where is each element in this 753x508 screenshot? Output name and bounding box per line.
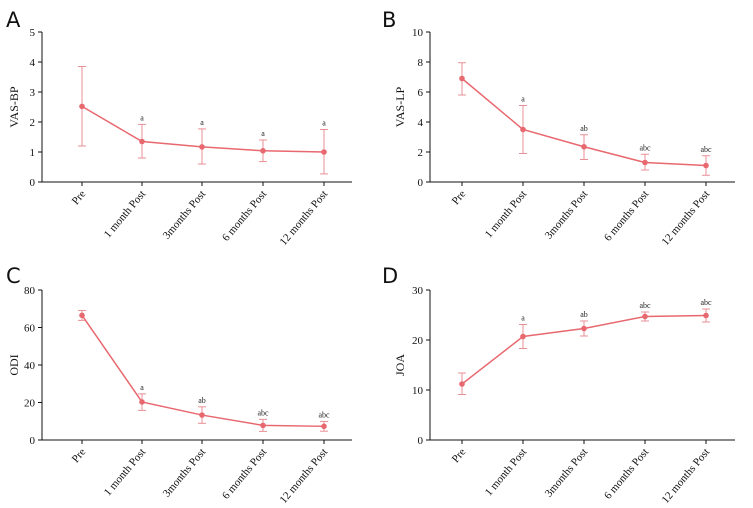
data-point-a bbox=[321, 149, 327, 155]
annotation-d: ab bbox=[580, 310, 588, 319]
y-axis-label-b: VAS-LP bbox=[393, 86, 407, 127]
y-tick-label-d: 30 bbox=[412, 285, 424, 297]
data-point-d bbox=[520, 333, 526, 340]
panel-a: A VAS-BP 0 1 2 3 4 5 Pre 1 month Post 3months Post… bbox=[6, 8, 352, 248]
y-tick-label-d: 0 bbox=[418, 435, 424, 447]
data-point-b bbox=[581, 143, 587, 150]
annotation-d: abc bbox=[700, 298, 712, 307]
annotation-c: abc bbox=[257, 408, 269, 417]
x-tick-label-d: 1 month Post bbox=[483, 446, 530, 498]
x-tick-label-d: 12 months Post bbox=[659, 446, 712, 506]
panel-letter-a: A bbox=[6, 8, 21, 32]
x-tick-label-d: 6 months Post bbox=[602, 446, 651, 501]
data-point-c bbox=[79, 312, 85, 319]
annotation-b: a bbox=[521, 95, 525, 104]
series-line-c bbox=[81, 314, 325, 428]
x-tick-label-c: Pre bbox=[70, 446, 89, 465]
x-tick-label-c: 1 month Post bbox=[102, 446, 149, 498]
y-tick-label-a: 0 bbox=[30, 177, 36, 189]
data-point-b bbox=[520, 126, 526, 133]
annotation-a: a bbox=[140, 113, 144, 122]
y-tick-label-a: 5 bbox=[30, 27, 36, 39]
x-tick-label-b: 6 months Post bbox=[602, 188, 651, 243]
y-tick-label-c: 20 bbox=[24, 398, 36, 410]
x-tick-label-b: 3months Post bbox=[543, 188, 591, 241]
x-tick-label-a: Pre bbox=[70, 188, 89, 207]
annotation-b: abc bbox=[700, 145, 712, 154]
y-tick-label-d: 10 bbox=[412, 385, 424, 397]
data-point-c bbox=[260, 422, 266, 429]
data-point-a bbox=[79, 103, 85, 110]
y-tick-label-c: 80 bbox=[24, 285, 36, 297]
x-tick-label-d: 3months Post bbox=[543, 446, 591, 499]
y-axis-label-a: VAS-BP bbox=[7, 86, 21, 127]
annotation-c: a bbox=[140, 383, 144, 392]
y-tick-label-b: 6 bbox=[418, 87, 424, 99]
y-tick-label-c: 0 bbox=[30, 435, 36, 447]
x-tick-label-a: 6 months Post bbox=[220, 188, 269, 243]
x-tick-label-c: 12 months Post bbox=[277, 446, 330, 506]
y-tick-label-a: 2 bbox=[30, 117, 36, 129]
annotation-a: a bbox=[261, 129, 265, 138]
data-point-b bbox=[459, 75, 465, 82]
data-point-d bbox=[642, 313, 648, 320]
y-tick-label-a: 4 bbox=[30, 57, 36, 69]
data-point-d bbox=[459, 381, 465, 387]
data-point-a bbox=[199, 144, 205, 150]
panel-letter-c: C bbox=[6, 264, 21, 288]
data-point-b bbox=[703, 162, 709, 169]
x-tick-label-c: 3months Post bbox=[161, 446, 209, 499]
annotation-c: abc bbox=[318, 410, 330, 419]
x-tick-label-a: 3months Post bbox=[161, 188, 209, 241]
x-tick-label-a: 1 month Post bbox=[102, 188, 149, 240]
y-axis-label-d: JOA bbox=[393, 354, 407, 376]
y-tick-label-b: 4 bbox=[418, 117, 424, 129]
y-tick-label-c: 60 bbox=[24, 323, 36, 335]
annotation-b: abc bbox=[639, 143, 651, 152]
data-point-d bbox=[703, 312, 709, 319]
annotation-d: a bbox=[521, 314, 525, 323]
annotation-a: a bbox=[200, 118, 204, 127]
annotation-d: abc bbox=[639, 301, 651, 310]
x-tick-label-c: 6 months Post bbox=[220, 446, 269, 501]
data-point-c bbox=[139, 399, 145, 405]
panel-letter-b: B bbox=[382, 8, 396, 32]
y-tick-label-b: 10 bbox=[412, 27, 424, 39]
panel-letter-d: D bbox=[382, 264, 398, 288]
x-tick-label-b: 12 months Post bbox=[659, 188, 712, 248]
data-point-a bbox=[139, 138, 145, 145]
y-tick-label-b: 0 bbox=[418, 177, 424, 189]
y-tick-label-b: 8 bbox=[418, 57, 424, 69]
annotation-b: ab bbox=[580, 124, 588, 133]
panel-c: C ODI 0 20 40 60 80 Pre 1 month Post 3months Post… bbox=[6, 264, 352, 506]
x-tick-label-d: Pre bbox=[450, 446, 469, 465]
data-point-c bbox=[199, 412, 205, 418]
y-axis-label-c: ODI bbox=[7, 354, 21, 375]
y-tick-label-c: 40 bbox=[24, 360, 36, 372]
data-point-d bbox=[581, 325, 587, 332]
x-tick-label-b: Pre bbox=[450, 188, 469, 207]
panel-d: D JOA 0 10 20 30 Pre 1 month Post 3months Post 6 … bbox=[382, 264, 735, 506]
y-tick-label-d: 20 bbox=[412, 335, 424, 347]
data-point-a bbox=[260, 148, 266, 154]
data-point-b bbox=[642, 159, 648, 166]
annotation-a: a bbox=[322, 119, 326, 128]
data-point-c bbox=[321, 423, 327, 430]
y-tick-label-a: 3 bbox=[30, 87, 36, 99]
panel-b: B VAS-LP 0 2 4 6 8 10 Pre 1 month Post 3months Pos… bbox=[382, 8, 735, 248]
y-tick-label-a: 1 bbox=[30, 147, 36, 159]
y-tick-label-b: 2 bbox=[418, 147, 424, 159]
annotation-c: ab bbox=[198, 396, 206, 405]
x-tick-label-b: 1 month Post bbox=[483, 188, 530, 240]
x-tick-label-a: 12 months Post bbox=[277, 188, 330, 248]
